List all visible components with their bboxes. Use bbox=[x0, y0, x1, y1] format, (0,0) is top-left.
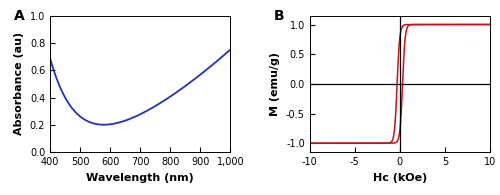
Text: A: A bbox=[14, 9, 24, 23]
Y-axis label: Absorbance (au): Absorbance (au) bbox=[14, 32, 24, 135]
Text: B: B bbox=[274, 9, 284, 23]
Y-axis label: M (emu/g): M (emu/g) bbox=[270, 52, 280, 116]
X-axis label: Hc (kOe): Hc (kOe) bbox=[372, 173, 427, 183]
X-axis label: Wavelength (nm): Wavelength (nm) bbox=[86, 173, 194, 183]
